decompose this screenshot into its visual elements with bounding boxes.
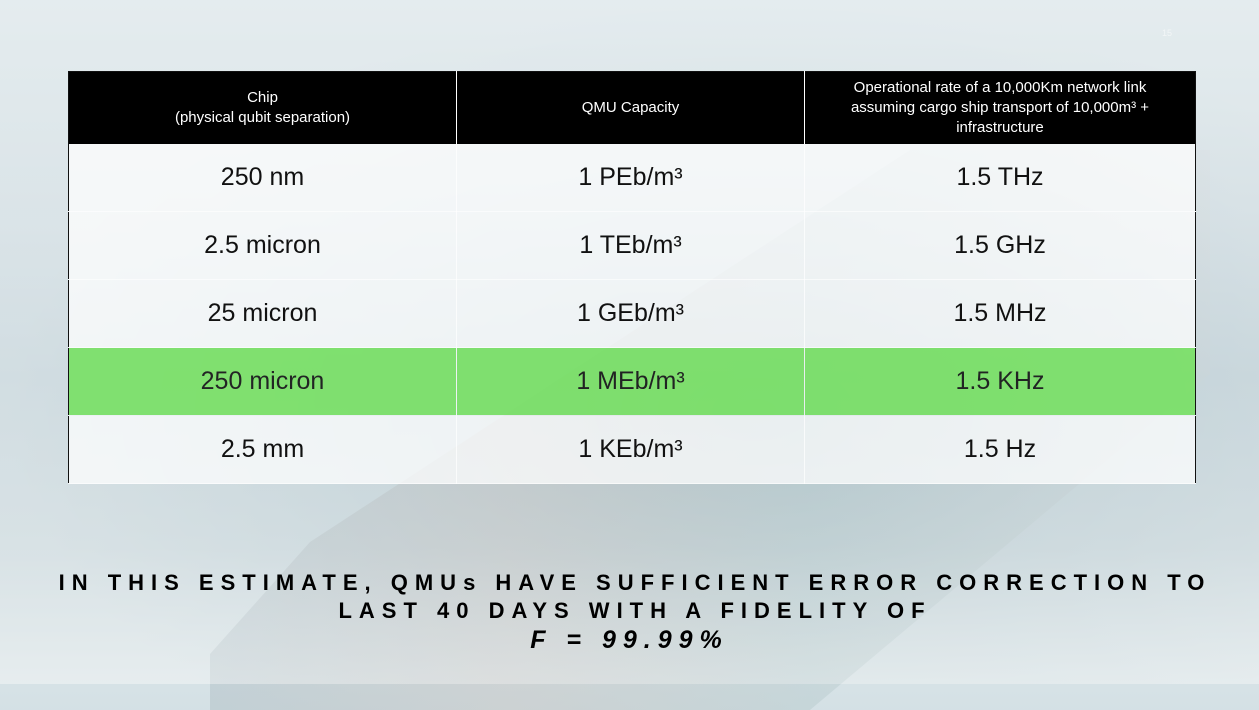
header-capacity: QMU Capacity xyxy=(456,71,805,144)
cell-capacity: 1 TEb/m³ xyxy=(456,211,805,280)
table-row-highlighted: 250 micron 1 MEb/m³ 1.5 KHz xyxy=(68,347,1196,416)
table-header-row: Chip (physical qubit separation) QMU Cap… xyxy=(68,71,1196,144)
cell-rate: 1.5 MHz xyxy=(804,279,1196,348)
header-chip-line1: Chip xyxy=(247,89,278,106)
cell-chip: 250 micron xyxy=(68,347,457,416)
cell-chip: 2.5 micron xyxy=(68,211,457,280)
cell-chip: 25 micron xyxy=(68,279,457,348)
table-row: 2.5 micron 1 TEb/m³ 1.5 GHz xyxy=(68,211,1196,280)
summary-text: IN THIS ESTIMATE, QMUs HAVE SUFFICIENT E… xyxy=(40,569,1230,625)
cell-rate: 1.5 KHz xyxy=(804,347,1196,416)
header-rate-line3: infrastructure xyxy=(956,119,1044,136)
table-row: 25 micron 1 GEb/m³ 1.5 MHz xyxy=(68,279,1196,348)
header-chip: Chip (physical qubit separation) xyxy=(68,71,457,144)
cell-chip: 2.5 mm xyxy=(68,415,457,484)
header-rate: Operational rate of a 10,000Km network l… xyxy=(804,71,1196,144)
cell-capacity: 1 KEb/m³ xyxy=(456,415,805,484)
summary-line1: IN THIS ESTIMATE, QMUs HAVE SUFFICIENT E… xyxy=(58,570,1212,595)
header-chip-line2: (physical qubit separation) xyxy=(174,109,351,126)
cell-capacity: 1 PEb/m³ xyxy=(456,144,805,212)
cell-rate: 1.5 Hz xyxy=(804,415,1196,484)
header-rate-line2: assuming cargo ship transport of 10,000m… xyxy=(850,99,1150,116)
summary-line2: LAST 40 DAYS WITH A FIDELITY OF xyxy=(338,598,932,623)
header-capacity-line1: QMU Capacity xyxy=(581,99,680,116)
table-row: 250 nm 1 PEb/m³ 1.5 THz xyxy=(68,144,1196,212)
fidelity-value: F = 99.99% xyxy=(530,626,729,654)
cell-rate: 1.5 THz xyxy=(804,144,1196,212)
header-rate-line1: Operational rate of a 10,000Km network l… xyxy=(853,79,1147,96)
page-number: 15 xyxy=(1162,28,1173,38)
cell-rate: 1.5 GHz xyxy=(804,211,1196,280)
table-row: 2.5 mm 1 KEb/m³ 1.5 Hz xyxy=(68,415,1196,484)
cell-chip: 250 nm xyxy=(68,144,457,212)
capacity-table: Chip (physical qubit separation) QMU Cap… xyxy=(68,71,1196,484)
cell-capacity: 1 GEb/m³ xyxy=(456,279,805,348)
cell-capacity: 1 MEb/m³ xyxy=(456,347,805,416)
